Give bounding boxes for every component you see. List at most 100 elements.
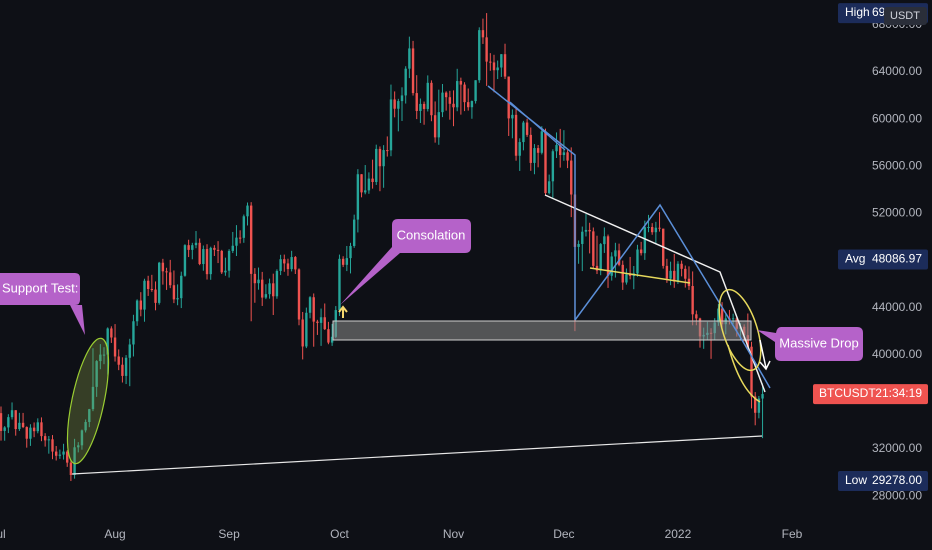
candle-body — [286, 263, 290, 270]
candle-body — [106, 328, 109, 355]
candle-body — [371, 178, 374, 183]
candle-body — [143, 280, 146, 310]
y-tick-label: 28000.00 — [872, 488, 922, 502]
candle-body — [481, 30, 485, 38]
candle-body — [202, 249, 205, 265]
candle-body — [257, 279, 260, 284]
candle-body — [330, 336, 334, 343]
candle-body — [478, 30, 481, 81]
plot-area — [0, 13, 764, 482]
y-tick-label: 32000.00 — [872, 441, 922, 455]
candle-body — [209, 247, 212, 275]
candle-body — [36, 422, 39, 432]
candle-body — [426, 82, 429, 109]
candle-body — [161, 262, 165, 272]
candle-body — [433, 115, 437, 138]
candle-body — [452, 103, 455, 108]
candle-body — [84, 421, 87, 431]
candle-body — [691, 286, 694, 315]
candle-body — [639, 249, 643, 254]
candle-body — [231, 245, 234, 251]
candle-body — [146, 280, 150, 289]
annotation: Consolation — [397, 227, 466, 242]
arrow — [759, 339, 771, 371]
candle-body — [364, 190, 367, 193]
candle-body — [25, 427, 28, 439]
candle-body — [470, 101, 474, 108]
candle-body — [0, 413, 3, 431]
axes: ul Aug Sep Oct Nov Dec 2022 Feb 28000.00 32000.00… — [0, 3, 928, 541]
candle-body — [169, 272, 172, 286]
candle-body — [437, 112, 441, 138]
callout — [757, 327, 863, 361]
candle-body — [378, 148, 382, 167]
candle-body — [10, 410, 14, 418]
candle-body — [224, 270, 227, 273]
candle-body — [297, 269, 301, 320]
y-tick-label: 64000.00 — [872, 64, 922, 78]
candle-body — [459, 81, 463, 85]
candle-body — [695, 314, 698, 319]
last-price-badge — [813, 384, 928, 405]
candle-body — [139, 300, 143, 310]
candle-body — [319, 317, 323, 323]
candle-body — [301, 319, 304, 347]
candle-body — [316, 321, 319, 323]
candle-body — [213, 247, 216, 250]
candle-body — [180, 275, 183, 299]
y-tick-label: 44000.00 — [872, 300, 922, 314]
candle-body — [684, 268, 687, 279]
candle-body — [47, 439, 51, 441]
candle-body — [110, 328, 113, 338]
candle-body — [117, 356, 120, 365]
candle-body — [375, 148, 378, 183]
candle-body — [400, 95, 404, 102]
candle-body — [757, 398, 761, 413]
x-tick-label: Sep — [218, 527, 240, 541]
candle-body — [518, 142, 521, 156]
candle-body — [404, 68, 407, 96]
candle-body — [489, 61, 492, 63]
candle-body — [279, 259, 282, 271]
candle-body — [176, 298, 179, 300]
candle-body — [43, 436, 47, 441]
x-tick-label: ul — [0, 527, 6, 541]
candle-body — [614, 250, 617, 257]
candle-body — [216, 249, 220, 251]
candle-body — [485, 37, 488, 62]
candle-body — [492, 62, 496, 71]
candle-body — [183, 245, 187, 276]
candle-body — [14, 410, 17, 430]
arrow — [338, 305, 348, 318]
candle-body — [529, 134, 532, 163]
candle-body — [165, 271, 168, 273]
candle-body — [88, 409, 91, 422]
candle-body — [220, 250, 223, 273]
countdown: 21:34:19 — [875, 386, 922, 400]
candle-body — [253, 273, 257, 284]
candle-body — [455, 81, 459, 108]
candle-body — [73, 447, 76, 475]
candle-body — [128, 344, 131, 358]
annotation: Support Test: — [2, 280, 78, 295]
candle-body — [305, 312, 308, 347]
candle-body — [577, 243, 580, 247]
candle-body — [135, 300, 139, 322]
candle-body — [51, 439, 54, 452]
candle-body — [570, 160, 573, 195]
candle-body — [750, 346, 753, 397]
candle-body — [522, 122, 525, 143]
candle-body — [91, 386, 95, 410]
candle-body — [658, 227, 661, 229]
candle-body — [595, 265, 599, 271]
candle-body — [187, 245, 190, 250]
candle-body — [731, 318, 735, 320]
candle-body — [397, 101, 400, 109]
candle-body — [628, 274, 632, 277]
y-tick-label: 40000.00 — [872, 347, 922, 361]
candle-body — [58, 454, 62, 456]
candle-body — [540, 131, 544, 153]
candle-body — [592, 231, 595, 266]
candle-body — [599, 244, 602, 271]
